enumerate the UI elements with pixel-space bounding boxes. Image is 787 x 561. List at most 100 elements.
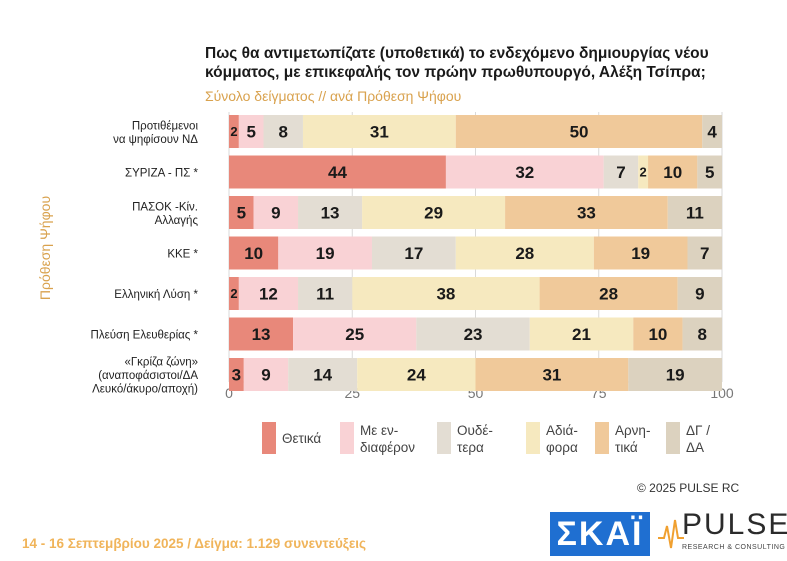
bar-segment: [229, 358, 244, 391]
data-label: 11: [316, 285, 334, 304]
legend-swatch: [340, 422, 354, 454]
bar-segment: [263, 115, 303, 148]
data-label: 25: [345, 325, 364, 344]
category-label: «Γκρίζα ζώνη»: [124, 357, 198, 369]
bar-segment: [667, 196, 722, 229]
data-label: 50: [570, 123, 589, 142]
legend-label: ΔΓ / ΔΑ: [686, 423, 710, 455]
data-label: 44: [328, 163, 347, 182]
data-label: 32: [515, 163, 534, 182]
data-label: 21: [572, 325, 591, 344]
data-label: 8: [698, 325, 707, 344]
chart-title-line-2: κόμματος, με επικεφαλής τον πρώην πρωθυπ…: [205, 64, 706, 81]
copyright-note: © 2025 PULSE RC: [637, 481, 740, 495]
data-label: 12: [259, 285, 278, 304]
data-label: 19: [666, 366, 685, 385]
bar-segment: [529, 317, 634, 351]
category-label: Προτιθέμενοι: [132, 120, 199, 132]
bar-segment: [648, 155, 698, 189]
bar-segment: [677, 277, 722, 310]
legend-item: ΔΓ / ΔΑ: [666, 422, 710, 456]
data-label: 14: [313, 366, 332, 385]
category-label: ΠΑΣΟΚ -Κίν.: [132, 201, 198, 213]
bar-segment: [238, 277, 299, 310]
bar-segment: [455, 115, 703, 148]
data-label: 33: [577, 204, 596, 223]
data-label: 23: [464, 325, 483, 344]
legend-label: Θετικά: [282, 431, 322, 446]
bar-segment: [352, 277, 540, 310]
legend-swatch: [595, 422, 609, 454]
category-label: ΣΥΡΙΖΑ - ΠΣ *: [125, 168, 199, 180]
data-label: 13: [252, 325, 271, 344]
legend-label: Αδιά-φορα: [546, 423, 578, 455]
bar-segment: [687, 236, 722, 270]
legend-swatch: [666, 422, 680, 454]
data-label: 5: [246, 123, 255, 142]
bar-segment: [445, 155, 604, 189]
pulse-logo-text: PULSE: [682, 508, 787, 541]
data-label: 28: [515, 244, 534, 263]
chart-title-line-1: Πως θα αντιμετωπίζατε (υποθετικά) το ενδ…: [205, 45, 709, 62]
bar-segment: [229, 317, 294, 351]
bar-segment: [475, 358, 629, 391]
bar-segment: [603, 155, 639, 189]
data-label: 10: [244, 244, 263, 263]
bar-segment: [238, 115, 264, 148]
legend-swatch: [437, 422, 451, 454]
legend-item: Με εν-διαφέρον: [340, 422, 415, 456]
bar-segment: [229, 155, 446, 189]
data-label: 9: [271, 204, 280, 223]
data-label: 9: [695, 285, 704, 304]
category-label: Ελληνική Λύση *: [114, 289, 198, 301]
legend-item: Ουδέ-τερα: [437, 422, 493, 456]
bar-segment: [293, 317, 417, 351]
survey-footer: 14 - 16 Σεπτεμβρίου 2025 / Δείγμα: 1.129…: [22, 536, 366, 551]
bar-segment: [682, 317, 722, 351]
bar-segment: [278, 236, 372, 270]
data-label: 13: [321, 204, 340, 223]
data-label: 11: [686, 204, 704, 223]
bar-segment: [539, 277, 678, 310]
legend-label: Με εν-διαφέρον: [360, 423, 416, 455]
legend-label: Αρνη-τικά: [615, 423, 651, 455]
data-label: 5: [705, 163, 714, 182]
pulse-logo-subtext: RESEARCH & CONSULTING: [682, 544, 786, 551]
bar-segment: [229, 277, 239, 310]
bar-segment: [638, 155, 649, 189]
bar-segment: [288, 358, 358, 391]
bar-segment: [697, 155, 722, 189]
data-label: 24: [407, 366, 426, 385]
bar-segment: [455, 236, 594, 270]
chart-title: Πως θα αντιμετωπίζατε (υποθετικά) το ενδ…: [205, 44, 765, 82]
category-label: να ψηφίσουν ΝΔ: [113, 134, 198, 146]
data-label: 19: [631, 244, 650, 263]
legend-item: Θετικά: [262, 422, 321, 454]
data-label: 2: [230, 286, 237, 301]
data-label: 9: [261, 366, 270, 385]
category-label: Αλλαγής: [155, 215, 199, 227]
bar-segment: [229, 196, 254, 229]
bar-segment: [302, 115, 456, 148]
data-label: 4: [707, 123, 717, 142]
bar-segment: [633, 317, 683, 351]
pulse-logo: PULSE RESEARCH & CONSULTING: [658, 508, 787, 558]
data-label: 17: [404, 244, 423, 263]
category-label: ΚΚΕ *: [167, 249, 198, 261]
legend-swatch: [262, 422, 276, 454]
skai-logo: ΣΚΑΪ: [550, 512, 650, 556]
data-label: 7: [616, 163, 625, 182]
bar-segment: [357, 358, 476, 391]
category-label: Λευκό/άκυρο/αποχή): [92, 384, 198, 396]
bar-segment: [628, 358, 722, 391]
data-label: 19: [316, 244, 335, 263]
bar-segment: [593, 236, 688, 270]
data-label: 7: [700, 244, 709, 263]
data-label: 5: [237, 204, 246, 223]
data-label: 31: [370, 123, 389, 142]
bar-segment: [229, 115, 239, 148]
data-label: 2: [640, 165, 647, 180]
bar-segment: [416, 317, 530, 351]
bar-segment: [505, 196, 668, 229]
